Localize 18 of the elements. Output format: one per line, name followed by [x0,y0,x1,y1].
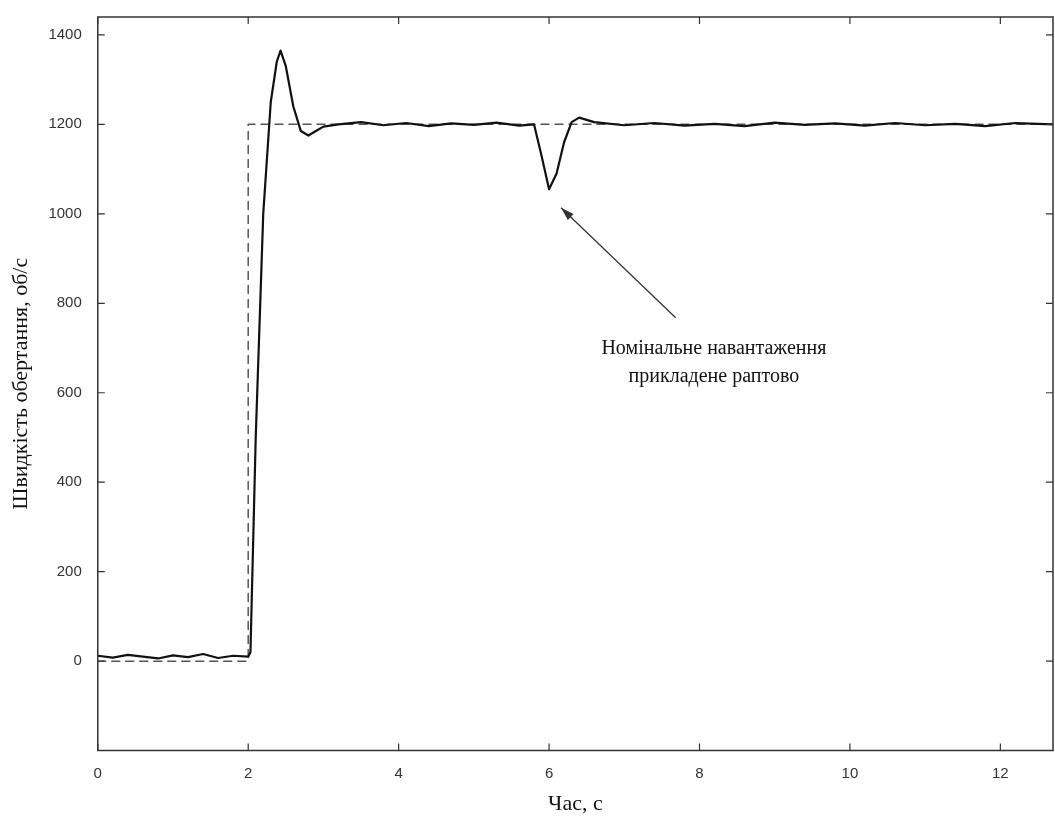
x-tick-label: 12 [992,763,1009,781]
y-tick-label: 400 [56,472,82,490]
x-tick-label: 2 [244,763,253,781]
y-tick-label: 1200 [48,114,82,132]
x-tick-label: 0 [93,763,102,781]
y-tick-label: 600 [56,382,82,400]
y-tick-label: 1400 [48,25,82,43]
y-axis-title: Швидкість обертання, об/с [6,257,32,510]
x-tick-label: 8 [695,763,704,781]
x-tick-label: 6 [544,763,554,781]
x-tick-label: 4 [394,763,403,781]
y-tick-label: 200 [56,561,82,579]
x-axis-title: Час, с [548,789,603,815]
annotation: Номінальне навантаження прикладене раптово [601,336,827,388]
x-tick-label: 10 [841,763,859,781]
y-tick-label: 1000 [48,203,82,221]
y-tick-label: 800 [56,293,82,311]
y-tick-label: 0 [73,651,82,669]
